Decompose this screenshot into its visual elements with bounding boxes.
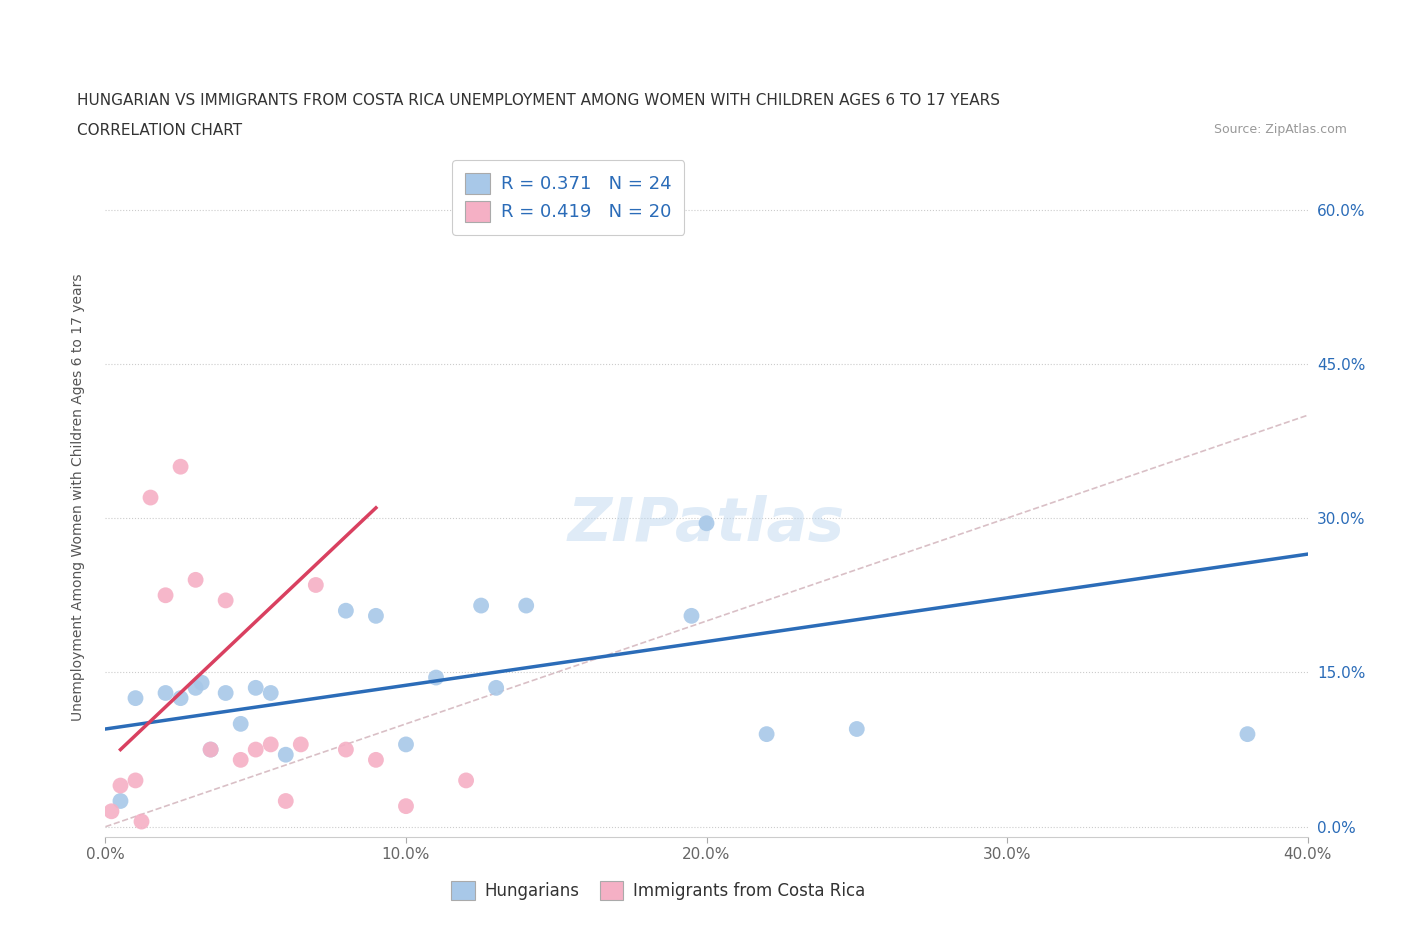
Point xyxy=(1236,726,1258,741)
Point xyxy=(425,671,447,685)
Text: Source: ZipAtlas.com: Source: ZipAtlas.com xyxy=(1213,123,1347,136)
Point xyxy=(110,778,132,793)
Y-axis label: Unemployment Among Women with Children Ages 6 to 17 years: Unemployment Among Women with Children A… xyxy=(70,273,84,722)
Point xyxy=(696,516,718,531)
Legend: Hungarians, Immigrants from Costa Rica: Hungarians, Immigrants from Costa Rica xyxy=(444,874,872,907)
Point xyxy=(364,752,387,767)
Point xyxy=(229,716,252,731)
Point xyxy=(305,578,328,592)
Point xyxy=(124,691,146,706)
Text: CORRELATION CHART: CORRELATION CHART xyxy=(77,123,242,138)
Point xyxy=(485,681,508,696)
Point xyxy=(335,604,357,618)
Point xyxy=(200,742,222,757)
Point xyxy=(155,685,177,700)
Point xyxy=(169,459,191,474)
Point xyxy=(456,773,478,788)
Point xyxy=(755,726,778,741)
Point xyxy=(395,737,418,751)
Point xyxy=(274,793,297,808)
Point xyxy=(681,608,703,623)
Point xyxy=(364,608,387,623)
Text: HUNGARIAN VS IMMIGRANTS FROM COSTA RICA UNEMPLOYMENT AMONG WOMEN WITH CHILDREN A: HUNGARIAN VS IMMIGRANTS FROM COSTA RICA … xyxy=(77,93,1000,108)
Point xyxy=(214,685,236,700)
Point xyxy=(274,748,297,763)
Point xyxy=(260,737,283,751)
Point xyxy=(515,598,537,613)
Point xyxy=(184,572,207,587)
Point xyxy=(190,675,212,690)
Point xyxy=(395,799,418,814)
Point xyxy=(124,773,146,788)
Point xyxy=(100,804,122,818)
Point xyxy=(169,691,191,706)
Point xyxy=(470,598,492,613)
Point xyxy=(184,681,207,696)
Point xyxy=(110,793,132,808)
Point xyxy=(155,588,177,603)
Point xyxy=(245,681,267,696)
Point xyxy=(290,737,312,751)
Point xyxy=(200,742,222,757)
Point xyxy=(131,814,153,829)
Point xyxy=(229,752,252,767)
Point xyxy=(260,685,283,700)
Point xyxy=(845,722,868,737)
Point xyxy=(214,593,236,608)
Point xyxy=(245,742,267,757)
Point xyxy=(335,742,357,757)
Point xyxy=(139,490,162,505)
Text: ZIPatlas: ZIPatlas xyxy=(568,495,845,554)
